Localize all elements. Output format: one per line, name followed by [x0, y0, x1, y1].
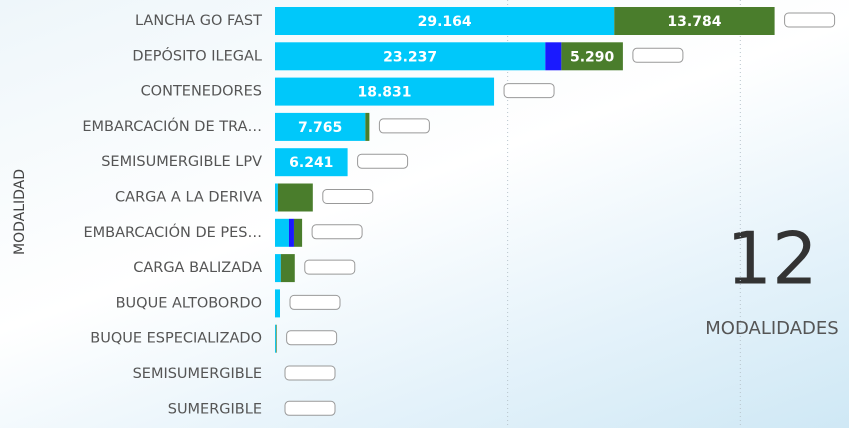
icon-placeholder	[357, 153, 409, 169]
value-label: 23.237	[383, 49, 437, 65]
bar-segment	[280, 254, 295, 283]
category-label: SUMERGIBLE	[168, 401, 262, 417]
bar-segment	[561, 42, 623, 71]
value-label: 7.765	[298, 120, 342, 136]
bar-segment	[365, 112, 370, 141]
bar-segment	[275, 289, 281, 318]
bar-segment	[275, 324, 277, 353]
icon-placeholder	[784, 12, 836, 28]
bar-segment	[275, 254, 281, 283]
value-label: 6.241	[289, 155, 333, 171]
bar-segment	[293, 218, 303, 247]
icon-placeholder	[503, 83, 555, 99]
bar-segment	[275, 324, 276, 353]
value-label: 18.831	[358, 85, 412, 101]
bar-segment	[277, 183, 313, 212]
category-label: LANCHA GO FAST	[135, 13, 262, 29]
icon-placeholder	[304, 259, 356, 275]
category-label: BUQUE ALTOBORDO	[116, 295, 262, 311]
bar-segment	[275, 77, 495, 106]
icon-placeholder	[322, 189, 374, 204]
category-label: EMBARCACIÓN DE PES…	[84, 223, 263, 241]
icon-placeholder	[289, 294, 341, 310]
kpi-value: 12	[726, 217, 818, 301]
category-label: CARGA BALIZADA	[133, 260, 262, 276]
value-label: 29.164	[418, 14, 472, 30]
value-label: 13.784	[667, 14, 721, 30]
category-label: EMBARCACIÓN DE TRA…	[82, 117, 262, 135]
category-label: DEPÓSITO ILEGAL	[132, 46, 262, 64]
icon-placeholder	[311, 224, 363, 240]
icon-placeholder	[284, 365, 336, 381]
bar-segment	[288, 218, 294, 247]
category-label: SEMISUMERGIBLE LPV	[101, 154, 262, 170]
category-label: CONTENEDORES	[141, 84, 262, 100]
bar-segment	[614, 7, 775, 35]
bar-segment	[545, 42, 562, 71]
bar-segment	[275, 218, 289, 247]
bar-segment	[275, 7, 615, 35]
category-label: BUQUE ESPECIALIZADO	[90, 331, 262, 347]
icon-placeholder	[378, 118, 430, 134]
category-label: SEMISUMERGIBLE	[133, 366, 262, 382]
bar-segment	[275, 42, 546, 71]
y-axis-label: MODALIDAD	[12, 169, 28, 255]
bar-segment	[275, 112, 366, 141]
icon-placeholder	[284, 400, 336, 416]
category-label: CARGA A LA DERIVA	[115, 190, 262, 206]
bar-segment	[275, 183, 278, 212]
icon-placeholder	[286, 330, 338, 346]
kpi-label: MODALIDADES	[705, 318, 838, 339]
icon-placeholder	[632, 47, 684, 63]
value-label: 5.290	[570, 49, 615, 65]
bar-segment	[275, 148, 348, 177]
